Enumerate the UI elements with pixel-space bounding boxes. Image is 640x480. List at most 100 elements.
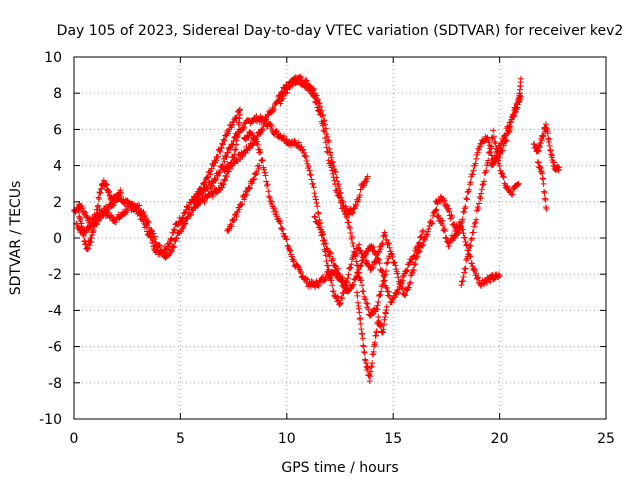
data-point bbox=[348, 261, 355, 268]
data-point bbox=[357, 247, 364, 254]
chart-title: Day 105 of 2023, Sidereal Day-to-day VTE… bbox=[57, 23, 624, 39]
data-point bbox=[419, 241, 426, 248]
data-point bbox=[338, 197, 345, 204]
data-point bbox=[241, 192, 248, 199]
data-point bbox=[314, 104, 321, 111]
data-point bbox=[218, 144, 225, 151]
data-point bbox=[260, 122, 267, 129]
data-point bbox=[171, 226, 178, 233]
data-point bbox=[347, 285, 354, 292]
data-point bbox=[463, 241, 470, 248]
data-point bbox=[465, 251, 472, 258]
data-point bbox=[181, 219, 188, 226]
data-point bbox=[485, 150, 492, 157]
data-point bbox=[254, 141, 261, 148]
data-point bbox=[305, 82, 312, 89]
y-tick-label: 0 bbox=[53, 231, 62, 247]
data-point bbox=[502, 132, 509, 139]
data-point bbox=[207, 171, 214, 178]
data-point bbox=[376, 292, 383, 299]
data-point bbox=[273, 209, 280, 216]
data-point bbox=[486, 142, 493, 149]
data-point bbox=[168, 248, 175, 255]
data-point bbox=[229, 141, 236, 148]
data-point bbox=[462, 203, 469, 210]
data-point bbox=[261, 117, 268, 124]
data-point bbox=[329, 167, 336, 174]
data-point bbox=[468, 237, 475, 244]
data-point bbox=[362, 251, 369, 258]
data-point bbox=[179, 214, 186, 221]
data-point bbox=[321, 128, 328, 135]
data-point bbox=[407, 279, 414, 286]
data-point bbox=[470, 229, 477, 236]
data-point bbox=[236, 206, 243, 213]
data-point bbox=[343, 282, 350, 289]
data-point bbox=[351, 276, 358, 283]
data-point bbox=[150, 230, 157, 237]
data-point bbox=[231, 216, 238, 223]
data-point bbox=[212, 176, 219, 183]
data-point bbox=[329, 170, 336, 177]
data-point bbox=[212, 157, 219, 164]
data-point bbox=[313, 199, 320, 206]
data-point bbox=[546, 136, 553, 143]
data-point bbox=[230, 137, 237, 144]
data-point bbox=[171, 226, 178, 233]
data-point bbox=[439, 222, 446, 229]
data-point bbox=[494, 148, 501, 155]
data-point bbox=[395, 289, 402, 296]
data-point bbox=[384, 259, 391, 266]
series-arc-08 bbox=[354, 289, 390, 385]
data-point bbox=[311, 190, 318, 197]
data-point bbox=[556, 164, 563, 171]
data-point bbox=[80, 208, 87, 215]
data-point bbox=[310, 92, 317, 99]
data-point bbox=[246, 145, 253, 152]
data-point bbox=[316, 108, 323, 115]
data-point bbox=[285, 82, 292, 89]
y-tick-label: 8 bbox=[53, 86, 62, 102]
data-point bbox=[342, 282, 349, 289]
data-point bbox=[298, 76, 305, 83]
data-point bbox=[312, 193, 319, 200]
data-point bbox=[264, 181, 271, 188]
data-point bbox=[507, 122, 514, 129]
data-point bbox=[251, 176, 258, 183]
data-point bbox=[439, 217, 446, 224]
data-point bbox=[221, 167, 228, 174]
y-tick-label: 6 bbox=[53, 122, 62, 138]
data-point bbox=[415, 240, 422, 247]
data-point bbox=[210, 162, 217, 169]
data-point bbox=[385, 292, 392, 299]
data-point bbox=[377, 291, 384, 298]
data-point bbox=[295, 139, 302, 146]
data-point bbox=[374, 302, 381, 309]
data-point bbox=[312, 196, 319, 203]
data-point bbox=[220, 136, 227, 143]
data-point bbox=[444, 202, 451, 209]
data-point bbox=[361, 179, 368, 186]
data-point bbox=[380, 326, 387, 333]
data-point bbox=[160, 250, 167, 257]
data-point bbox=[507, 119, 514, 126]
data-point bbox=[444, 207, 451, 213]
data-point bbox=[425, 226, 432, 233]
data-point bbox=[366, 378, 373, 385]
data-point bbox=[310, 184, 317, 191]
data-point bbox=[429, 220, 436, 227]
data-point bbox=[265, 188, 272, 195]
data-point bbox=[490, 276, 497, 283]
data-point bbox=[271, 205, 278, 212]
data-point bbox=[297, 73, 304, 80]
data-point bbox=[446, 208, 453, 215]
data-point bbox=[236, 111, 243, 118]
data-point bbox=[332, 262, 339, 269]
data-point bbox=[164, 252, 171, 259]
data-point bbox=[358, 277, 365, 284]
data-point bbox=[509, 191, 516, 198]
data-point bbox=[468, 235, 475, 242]
data-point bbox=[206, 168, 213, 175]
data-point bbox=[478, 190, 485, 197]
